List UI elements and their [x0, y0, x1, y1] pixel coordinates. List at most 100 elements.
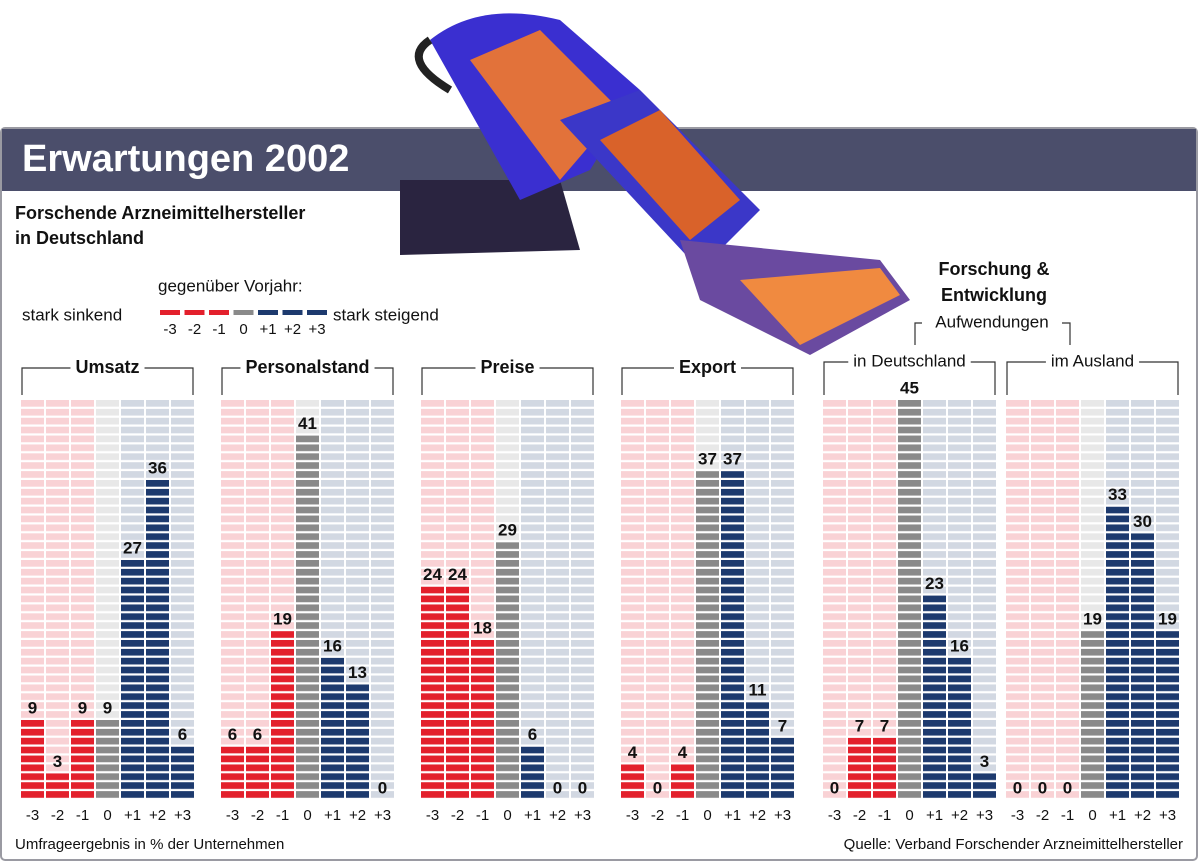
- legend-swatch: [160, 310, 180, 315]
- bar: [721, 471, 744, 800]
- x-tick-label: -2: [251, 807, 264, 824]
- bar: [46, 773, 69, 800]
- legend-label: +3: [308, 321, 325, 338]
- bar: [771, 737, 794, 800]
- x-tick-label: 0: [703, 807, 711, 824]
- bar: [746, 702, 769, 800]
- bar: [146, 480, 169, 800]
- bar: [296, 435, 319, 800]
- data-label: 9: [28, 698, 37, 717]
- x-tick-label: -1: [1061, 807, 1074, 824]
- title: Erwartungen 2002: [22, 138, 349, 180]
- x-tick-label: 0: [1088, 807, 1096, 824]
- legend-swatch: [258, 310, 278, 315]
- data-label: 41: [298, 414, 317, 433]
- x-tick-label: +3: [574, 807, 591, 824]
- bar: [446, 586, 469, 800]
- legend-swatch: [209, 310, 229, 315]
- x-tick-label: +3: [976, 807, 993, 824]
- bar: [1156, 631, 1179, 800]
- data-label: 7: [855, 716, 864, 735]
- background-column: [621, 400, 644, 800]
- legend-label: +2: [284, 321, 301, 338]
- bar: [346, 684, 369, 800]
- x-tick-label: -1: [276, 807, 289, 824]
- data-label: 11: [749, 681, 767, 700]
- x-tick-label: +1: [926, 807, 943, 824]
- x-tick-label: +3: [174, 807, 191, 824]
- bar: [621, 764, 644, 800]
- data-label: 36: [148, 458, 167, 477]
- data-label: 37: [723, 450, 742, 469]
- data-label: 19: [1083, 610, 1102, 629]
- data-label: 0: [553, 778, 562, 797]
- note: Umfrageergebnis in % der Unternehmen: [15, 836, 284, 853]
- x-tick-label: -1: [476, 807, 489, 824]
- bar: [246, 746, 269, 800]
- data-label: 0: [1063, 778, 1072, 797]
- robot-illustration: [400, 13, 910, 355]
- background-column: [71, 400, 94, 800]
- x-tick-label: 0: [905, 807, 913, 824]
- x-tick-label: -2: [451, 807, 464, 824]
- background-column: [873, 400, 896, 800]
- x-tick-label: +1: [724, 807, 741, 824]
- data-label: 0: [378, 778, 387, 797]
- bar: [1106, 506, 1129, 800]
- legend-low: stark sinkend: [22, 305, 122, 324]
- data-label: 3: [980, 752, 989, 771]
- x-tick-label: -3: [26, 807, 39, 824]
- data-label: 4: [628, 743, 638, 762]
- data-label: 45: [900, 378, 919, 397]
- data-label: 4: [678, 743, 688, 762]
- background-column: [848, 400, 871, 800]
- background-column: [521, 400, 544, 800]
- x-tick-label: -3: [626, 807, 639, 824]
- x-tick-label: 0: [503, 807, 511, 824]
- x-tick-label: -1: [76, 807, 89, 824]
- x-tick-label: +2: [951, 807, 968, 824]
- bracket-gap: [70, 357, 145, 379]
- x-tick-label: +1: [324, 807, 341, 824]
- background-column: [646, 400, 669, 800]
- legend-label: +1: [259, 321, 276, 338]
- bar: [171, 746, 194, 800]
- panel-title: Export: [679, 357, 736, 377]
- data-label: 24: [423, 565, 442, 584]
- data-label: 13: [348, 663, 367, 682]
- data-label: 6: [253, 725, 262, 744]
- legend-high: stark steigend: [333, 305, 439, 324]
- x-tick-label: +1: [1109, 807, 1126, 824]
- background-column: [21, 400, 44, 800]
- bar: [71, 720, 94, 800]
- panel-title: Umsatz: [75, 357, 139, 377]
- data-label: 19: [273, 610, 292, 629]
- bar: [471, 640, 494, 800]
- bar: [973, 773, 996, 800]
- legend-label: -2: [188, 321, 201, 338]
- background-column: [1031, 400, 1054, 800]
- subtitle: in Deutschland: [15, 228, 144, 248]
- data-label: 9: [78, 698, 87, 717]
- legend-swatch: [184, 310, 205, 315]
- data-label: 16: [950, 636, 969, 655]
- data-label: 23: [925, 574, 944, 593]
- background-column: [1006, 400, 1029, 800]
- x-tick-label: +2: [549, 807, 566, 824]
- bar: [873, 737, 896, 800]
- panel-title: im Ausland: [1051, 351, 1134, 370]
- bracket-gap: [922, 312, 1062, 334]
- bar: [948, 657, 971, 800]
- x-tick-label: -3: [426, 807, 439, 824]
- bracket-gap: [1045, 351, 1140, 373]
- data-label: 16: [323, 636, 342, 655]
- bar: [696, 471, 719, 800]
- data-label: 0: [1013, 778, 1022, 797]
- legend-label: -3: [163, 321, 176, 338]
- x-tick-label: -3: [828, 807, 841, 824]
- data-label: 0: [653, 778, 662, 797]
- data-label: 37: [698, 450, 717, 469]
- x-tick-label: +2: [1134, 807, 1151, 824]
- legend-swatch: [233, 310, 254, 315]
